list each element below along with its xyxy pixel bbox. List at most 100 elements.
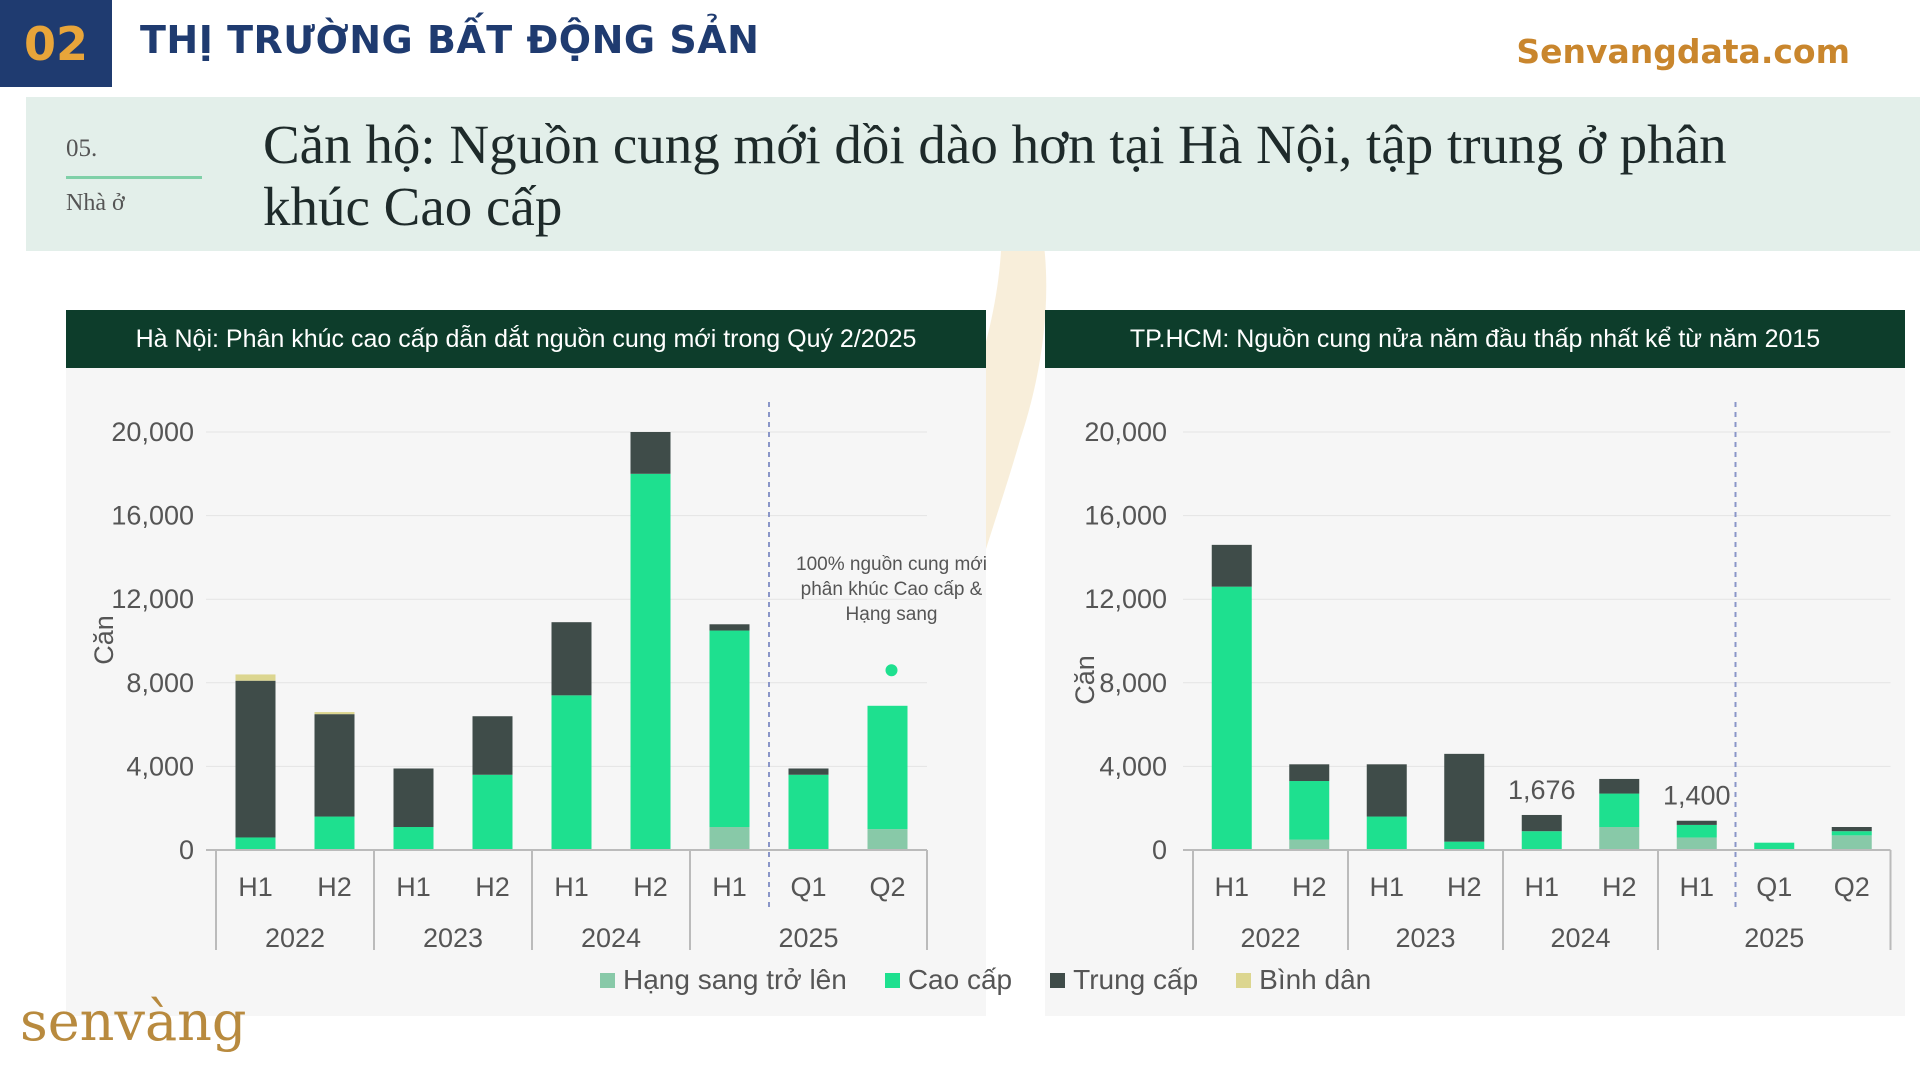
hanoi-y-tick-label: 16,000 [111, 501, 194, 531]
hanoi-bar-segment [314, 712, 355, 715]
hanoi-annotation-dot [885, 664, 898, 677]
legend-swatch-mid-end [1050, 972, 1066, 988]
hanoi-x-tick-label: H2 [475, 872, 510, 902]
hcm-bar-segment [1831, 835, 1872, 850]
hanoi-y-tick-label: 0 [179, 835, 194, 865]
subsection-divider [66, 176, 202, 179]
hanoi-annotation-text: phân khúc Cao cấp & [801, 579, 983, 600]
hanoi-bar-segment [867, 705, 908, 830]
hcm-chart: 0 4,000 8,000 12,000 16,000 20,000 Căn H1 H2 H1 H2… [1070, 402, 1892, 953]
hcm-year-label: 2025 [1744, 923, 1804, 953]
hanoi-bar-segment [472, 774, 513, 850]
hanoi-y-tick-label: 12,000 [111, 584, 194, 614]
hcm-bar-segment [1831, 831, 1872, 836]
brand-logo: senvàng [20, 990, 247, 1053]
hanoi-bar-segment [314, 714, 355, 817]
legend-label-high-end: Cao cấp [907, 964, 1013, 995]
legend-swatch-high-end [884, 972, 900, 988]
hcm-x-tick-label: H2 [1447, 872, 1482, 902]
hanoi-bar-segment [709, 624, 750, 631]
hcm-bar-segment [1521, 814, 1562, 832]
hanoi-bar-segment [630, 473, 671, 850]
section-number-badge: 02 [0, 0, 112, 87]
legend-swatch-affordable [1236, 972, 1252, 988]
hcm-bar-segment [1289, 781, 1330, 840]
hanoi-x-tick-label: H2 [317, 872, 352, 902]
hcm-chart-title: TP.HCM: Nguồn cung nửa năm đầu thấp nhất… [1045, 310, 1905, 368]
hcm-data-label: 1,676 [1508, 775, 1576, 805]
hanoi-x-tick-label: H1 [238, 872, 273, 902]
hanoi-chart-panel: Hà Nội: Phân khúc cao cấp dẫn dắt nguồn … [66, 310, 986, 1016]
hanoi-bar-segment [709, 630, 750, 828]
hcm-x-tick-label: H2 [1292, 872, 1327, 902]
hcm-year-label: 2024 [1550, 923, 1610, 953]
hanoi-x-tick-label: H1 [396, 872, 431, 902]
hanoi-y-tick-label: 4,000 [126, 751, 194, 781]
chart-legend: Hạng sang trở lên Cao cấp Trung cấp Bình… [600, 964, 1371, 996]
hcm-bar-segment [1289, 764, 1330, 782]
legend-item-luxury: Hạng sang trở lên [600, 964, 847, 996]
hanoi-bar-segment [788, 774, 829, 850]
hcm-bar-segment [1599, 793, 1640, 828]
hcm-y-tick-label: 16,000 [1084, 501, 1167, 531]
hanoi-bar-segment [393, 768, 434, 828]
hanoi-bar-segment [235, 837, 276, 850]
hcm-bar-segment [1211, 586, 1252, 850]
hcm-y-tick-label: 12,000 [1084, 584, 1167, 614]
hcm-y-tick-label: 20,000 [1084, 417, 1167, 447]
hanoi-x-tick-label: Q2 [869, 872, 905, 902]
legend-label-luxury: Hạng sang trở lên [623, 964, 847, 995]
hcm-bar-segment [1754, 842, 1795, 850]
hcm-year-label: 2023 [1395, 923, 1455, 953]
hanoi-y-tick-label: 20,000 [111, 417, 194, 447]
hanoi-chart-background [66, 368, 986, 1016]
hcm-chart-panel: TP.HCM: Nguồn cung nửa năm đầu thấp nhất… [1045, 310, 1905, 1016]
hcm-bar-segment [1366, 816, 1407, 850]
hanoi-bar-segment [788, 768, 829, 775]
hcm-bar-segment [1676, 820, 1717, 825]
hanoi-year-label: 2024 [581, 923, 641, 953]
site-link[interactable]: Senvangdata.com [1516, 32, 1850, 71]
hcm-x-tick-label: Q2 [1834, 872, 1870, 902]
hcm-data-label: 1,400 [1663, 781, 1731, 811]
hanoi-x-tick-label: H1 [554, 872, 589, 902]
hcm-x-tick-label: H1 [1524, 872, 1559, 902]
hcm-bar-segment [1444, 753, 1485, 842]
hanoi-chart-title: Hà Nội: Phân khúc cao cấp dẫn dắt nguồn … [66, 310, 986, 368]
hanoi-year-label: 2025 [778, 923, 838, 953]
hanoi-bar-segment [235, 674, 276, 681]
hcm-y-tick-label: 4,000 [1099, 751, 1167, 781]
hcm-bar-segment [1289, 839, 1330, 850]
hanoi-bar-segment [551, 622, 592, 696]
hcm-y-tick-label: 8,000 [1099, 668, 1167, 698]
hanoi-annotation-text: 100% nguồn cung mới [796, 554, 986, 575]
hcm-bar-segment [1599, 827, 1640, 850]
hanoi-bar-segment [235, 680, 276, 838]
hanoi-x-tick-label: Q1 [790, 872, 826, 902]
hanoi-bar-segment [393, 827, 434, 850]
hcm-x-tick-label: H1 [1369, 872, 1404, 902]
hcm-y-axis-label: Căn [1070, 655, 1100, 705]
hcm-bar-segment [1831, 827, 1872, 832]
hanoi-bar-segment [551, 695, 592, 850]
hcm-y-tick-label: 0 [1152, 835, 1167, 865]
hanoi-year-label: 2022 [265, 923, 325, 953]
hanoi-bar-segment [472, 716, 513, 775]
hcm-bar-segment [1521, 831, 1562, 850]
hanoi-annotation-text: Hạng sang [846, 604, 938, 625]
hcm-chart-background [1045, 368, 1905, 1016]
page-title: THỊ TRƯỜNG BẤT ĐỘNG SẢN [140, 18, 760, 62]
hanoi-bar-segment [867, 829, 908, 850]
subsection-label: Nhà ở [66, 190, 125, 216]
legend-item-affordable: Bình dân [1236, 964, 1371, 996]
hcm-x-tick-label: H1 [1214, 872, 1249, 902]
hcm-x-tick-label: Q1 [1756, 872, 1792, 902]
section-heading: Căn hộ: Nguồn cung mới dồi dào hơn tại H… [263, 114, 1727, 237]
hcm-bar-segment [1599, 778, 1640, 794]
hanoi-chart: 0 4,000 8,000 12,000 16,000 20,000 Căn H1 H2 H1 H2… [89, 402, 986, 953]
hcm-bar-segment [1676, 837, 1717, 850]
hcm-bar-segment [1676, 824, 1717, 838]
hcm-bar-segment [1444, 841, 1485, 850]
hanoi-x-tick-label: H2 [633, 872, 668, 902]
hanoi-x-tick-label: H1 [712, 872, 747, 902]
